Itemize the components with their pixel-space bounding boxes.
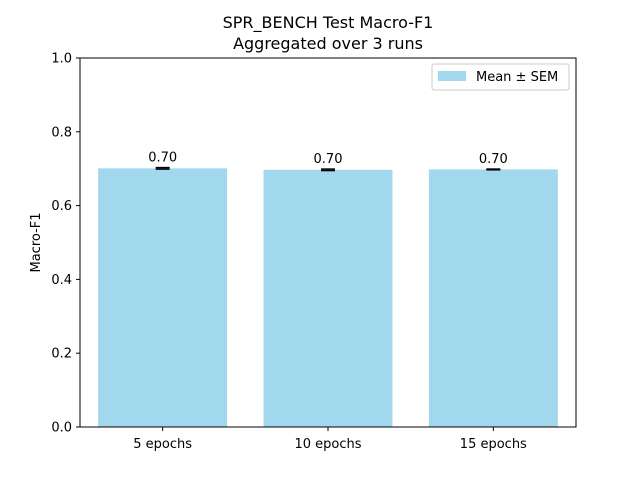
y-tick-label: 0.0 bbox=[51, 421, 72, 436]
x-tick-label: 5 epochs bbox=[133, 437, 192, 452]
legend-label: Mean ± SEM bbox=[476, 70, 558, 85]
data-label: 0.70 bbox=[479, 152, 508, 167]
bar bbox=[98, 168, 228, 427]
legend: Mean ± SEM bbox=[431, 63, 570, 91]
y-tick-label: 0.8 bbox=[51, 125, 72, 140]
chart-subtitle: Aggregated over 3 runs bbox=[233, 34, 423, 53]
error-bar bbox=[155, 166, 170, 170]
bar bbox=[428, 169, 558, 428]
legend-frame bbox=[431, 63, 570, 91]
y-tick-label: 0.2 bbox=[51, 347, 72, 362]
x-tick-label: 10 epochs bbox=[294, 437, 361, 452]
legend-swatch bbox=[438, 71, 466, 81]
x-tick-label: 15 epochs bbox=[460, 437, 527, 452]
error-bars-group bbox=[155, 166, 501, 172]
bar bbox=[263, 169, 393, 427]
data-label: 0.70 bbox=[314, 152, 343, 167]
y-tick-label: 1.0 bbox=[51, 52, 72, 67]
data-label: 0.70 bbox=[148, 151, 177, 166]
error-bar bbox=[321, 168, 335, 172]
error-bar bbox=[486, 168, 501, 171]
bars-group bbox=[98, 168, 558, 428]
chart-title: SPR_BENCH Test Macro-F1 bbox=[223, 13, 434, 33]
y-axis: 0.0 0.2 0.4 0.6 0.8 1.0 bbox=[51, 52, 80, 436]
y-tick-label: 0.6 bbox=[51, 199, 72, 214]
y-tick-label: 0.4 bbox=[51, 273, 72, 288]
data-labels-group: 0.70 0.70 0.70 bbox=[148, 151, 508, 167]
x-axis: 5 epochs 10 epochs 15 epochs bbox=[133, 427, 527, 452]
y-axis-label: Macro-F1 bbox=[29, 212, 44, 272]
